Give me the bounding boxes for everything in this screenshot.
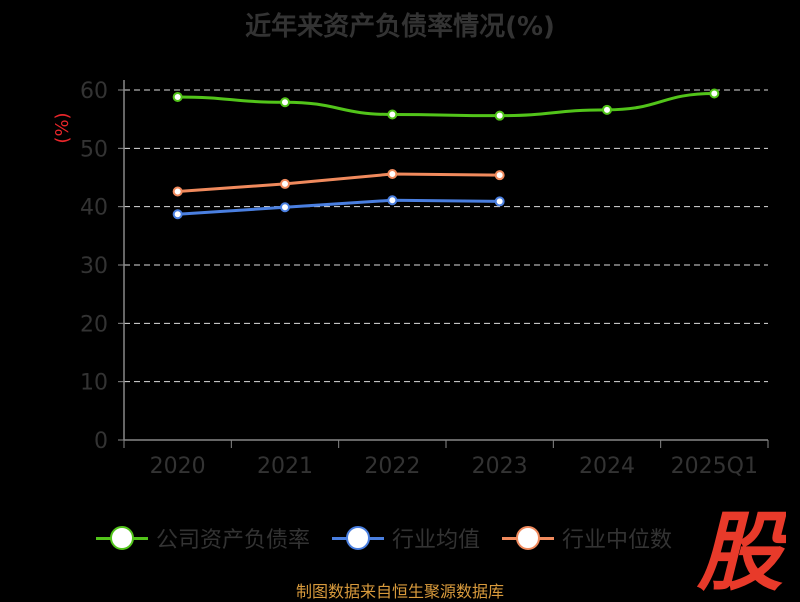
legend-swatch	[96, 526, 148, 550]
x-tick-label: 2023	[472, 454, 528, 479]
legend-label: 行业中位数	[562, 528, 673, 553]
data-point	[387, 195, 398, 206]
legend-item[interactable]: 公司资产负债率	[96, 522, 310, 554]
data-point	[494, 170, 505, 181]
source-note: 制图数据来自恒生聚源数据库	[295, 582, 504, 601]
y-tick-label: 50	[80, 137, 108, 162]
data-point	[602, 104, 612, 115]
data-point	[494, 196, 505, 207]
data-point	[387, 169, 398, 179]
x-tick-label: 2024	[579, 454, 635, 479]
legend-item[interactable]: 行业中位数	[502, 522, 672, 554]
x-tick-label: 2022	[364, 454, 420, 479]
y-tick-label: 0	[94, 429, 108, 454]
data-point	[172, 209, 183, 220]
y-tick-label: 10	[80, 371, 108, 396]
data-point	[280, 97, 290, 108]
legend-swatch-marker	[516, 526, 541, 550]
y-tick-label: 40	[80, 196, 108, 221]
legend-label: 行业均值	[392, 528, 481, 553]
series-line-0	[177, 92, 715, 118]
data-point	[172, 186, 183, 197]
x-tick-label: 2021	[257, 454, 313, 479]
svg-text:股: 股	[696, 503, 786, 592]
x-tick-label: 2025Q1	[671, 454, 758, 479]
data-point	[280, 178, 290, 189]
x-tick-label: 2020	[150, 454, 206, 479]
legend: 公司资产负债率 行业均值 行业中位数	[96, 520, 694, 556]
legend-swatch-marker	[110, 526, 134, 550]
y-axis-title: (%)	[52, 112, 73, 143]
legend-swatch-marker	[346, 526, 371, 550]
legend-swatch	[502, 526, 555, 550]
data-point	[709, 88, 720, 99]
chart-title: 近年来资产负债率情况(%)	[245, 12, 555, 42]
series-line-2	[177, 172, 500, 193]
legend-label: 公司资产负债率	[156, 528, 311, 553]
data-point	[494, 110, 505, 121]
data-point	[387, 109, 398, 120]
y-tick-label: 20	[80, 312, 108, 337]
y-tick-label: 60	[80, 79, 108, 104]
data-point	[172, 92, 183, 102]
legend-item[interactable]: 行业均值	[332, 522, 480, 554]
data-point	[280, 202, 290, 213]
y-tick-label: 30	[80, 254, 108, 279]
watermark-logo: 股	[696, 503, 786, 592]
legend-swatch	[332, 526, 385, 550]
series-line-1	[177, 198, 500, 216]
